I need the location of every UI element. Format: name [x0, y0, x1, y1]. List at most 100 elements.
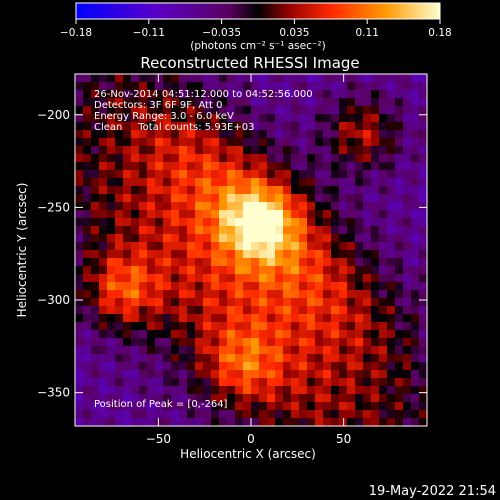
heatmap-cell — [275, 258, 284, 267]
heatmap-cell — [99, 274, 108, 283]
heatmap-cell — [363, 74, 372, 83]
heatmap-cell — [379, 202, 388, 211]
heatmap-cell — [171, 370, 180, 379]
heatmap-cell — [179, 74, 188, 83]
heatmap-cell — [219, 178, 228, 187]
heatmap-cell — [235, 178, 244, 187]
heatmap-cell — [107, 250, 116, 259]
heatmap-cell — [355, 250, 364, 259]
heatmap-cell — [363, 410, 372, 419]
heatmap-cell — [315, 122, 324, 131]
heatmap-cell — [275, 394, 284, 403]
heatmap-cell — [363, 338, 372, 347]
heatmap-cell — [331, 282, 340, 291]
heatmap-cell — [235, 186, 244, 195]
heatmap-cell — [131, 210, 140, 219]
heatmap-cell — [235, 410, 244, 419]
heatmap-cell — [267, 122, 276, 131]
heatmap-cell — [339, 122, 348, 131]
heatmap-cell — [299, 170, 308, 179]
heatmap-cell — [307, 106, 316, 115]
heatmap-cell — [403, 114, 412, 123]
heatmap-cell — [107, 82, 116, 91]
heatmap-cell — [115, 98, 124, 107]
heatmap-cell — [75, 298, 84, 307]
heatmap-cell — [163, 410, 172, 419]
heatmap-cell — [235, 234, 244, 243]
heatmap-cell — [283, 74, 292, 83]
annotation-clean: Clean Total counts: 5.93E+03 — [94, 122, 254, 133]
heatmap-cell — [275, 154, 284, 163]
heatmap-cell — [267, 202, 276, 211]
heatmap-cell — [387, 282, 396, 291]
heatmap-cell — [291, 98, 300, 107]
heatmap-cell — [187, 170, 196, 179]
heatmap-cell — [267, 362, 276, 371]
heatmap-cell — [179, 266, 188, 275]
heatmap-cell — [115, 146, 124, 155]
heatmap-cell — [419, 266, 428, 275]
heatmap-cell — [307, 146, 316, 155]
heatmap-cell — [371, 298, 380, 307]
heatmap-cell — [195, 402, 204, 411]
heatmap-cell — [251, 170, 260, 179]
heatmap-cell — [75, 202, 84, 211]
heatmap-cell — [411, 282, 420, 291]
heatmap-cell — [323, 106, 332, 115]
heatmap-cell — [91, 402, 100, 411]
heatmap-cell — [291, 178, 300, 187]
heatmap-cell — [355, 354, 364, 363]
heatmap-cell — [123, 298, 132, 307]
heatmap-cell — [179, 154, 188, 163]
heatmap-cell — [115, 266, 124, 275]
heatmap-cell — [259, 274, 268, 283]
heatmap-cell — [275, 418, 284, 427]
heatmap-cells — [75, 74, 428, 427]
heatmap-cell — [339, 378, 348, 387]
heatmap-cell — [363, 266, 372, 275]
heatmap-cell — [355, 402, 364, 411]
heatmap-cell — [371, 82, 380, 91]
heatmap-cell — [323, 162, 332, 171]
heatmap-cell — [139, 218, 148, 227]
heatmap-cell — [163, 114, 172, 123]
heatmap-cell — [355, 122, 364, 131]
heatmap-cell — [315, 234, 324, 243]
heatmap-cell — [155, 298, 164, 307]
heatmap-cell — [139, 186, 148, 195]
heatmap-cell — [131, 218, 140, 227]
heatmap-cell — [251, 250, 260, 259]
heatmap-cell — [139, 410, 148, 419]
heatmap-cell — [115, 378, 124, 387]
heatmap-cell — [331, 394, 340, 403]
heatmap-cell — [195, 146, 204, 155]
heatmap-cell — [371, 194, 380, 203]
heatmap-cell — [219, 130, 228, 139]
heatmap-cell — [75, 138, 84, 147]
heatmap-cell — [131, 330, 140, 339]
heatmap-cell — [235, 146, 244, 155]
heatmap-cell — [107, 178, 116, 187]
heatmap-cell — [211, 370, 220, 379]
heatmap-cell — [315, 106, 324, 115]
heatmap-cell — [211, 298, 220, 307]
heatmap-cell — [243, 282, 252, 291]
heatmap-cell — [99, 346, 108, 355]
heatmap-cell — [211, 98, 220, 107]
heatmap-cell — [283, 362, 292, 371]
heatmap-cell — [179, 354, 188, 363]
heatmap-cell — [155, 418, 164, 427]
heatmap-cell — [307, 90, 316, 99]
heatmap-cell — [139, 138, 148, 147]
heatmap-cell — [83, 154, 92, 163]
heatmap-cell — [227, 242, 236, 251]
heatmap-cell — [331, 130, 340, 139]
heatmap-cell — [275, 290, 284, 299]
heatmap-cell — [211, 346, 220, 355]
heatmap-cell — [163, 162, 172, 171]
heatmap-cell — [99, 218, 108, 227]
heatmap-cell — [91, 154, 100, 163]
heatmap-cell — [323, 250, 332, 259]
heatmap-cell — [371, 106, 380, 115]
heatmap-cell — [75, 194, 84, 203]
